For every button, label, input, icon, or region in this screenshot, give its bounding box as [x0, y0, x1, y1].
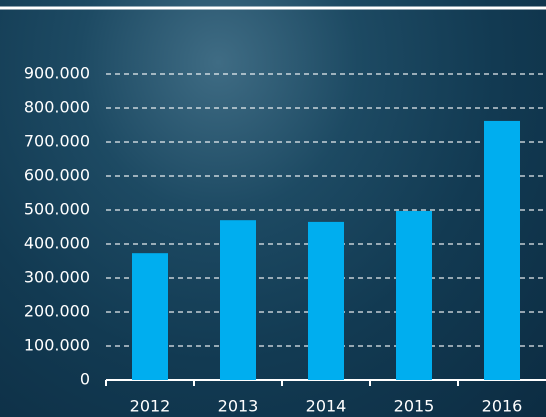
y-tick-label: 900.000	[24, 64, 90, 83]
bar	[484, 120, 520, 381]
y-tick-label: 0	[80, 370, 90, 389]
bar	[308, 221, 344, 380]
x-tick-label: 2014	[306, 397, 347, 416]
bar	[132, 253, 168, 380]
y-tick-label: 100.000	[24, 336, 90, 355]
y-tick-label: 800.000	[24, 98, 90, 117]
bar	[220, 220, 256, 380]
bar	[396, 211, 432, 380]
y-tick-label: 600.000	[24, 166, 90, 185]
y-tick-label: 200.000	[24, 302, 90, 321]
y-tick-label: 400.000	[24, 234, 90, 253]
y-tick-label: 700.000	[24, 132, 90, 151]
x-tick-label: 2015	[394, 397, 435, 416]
x-tick-label: 2013	[218, 397, 259, 416]
x-tick-label: 2012	[130, 397, 171, 416]
x-tick-label: 2016	[482, 397, 523, 416]
y-tick-label: 500.000	[24, 200, 90, 219]
y-tick-label: 300.000	[24, 268, 90, 287]
